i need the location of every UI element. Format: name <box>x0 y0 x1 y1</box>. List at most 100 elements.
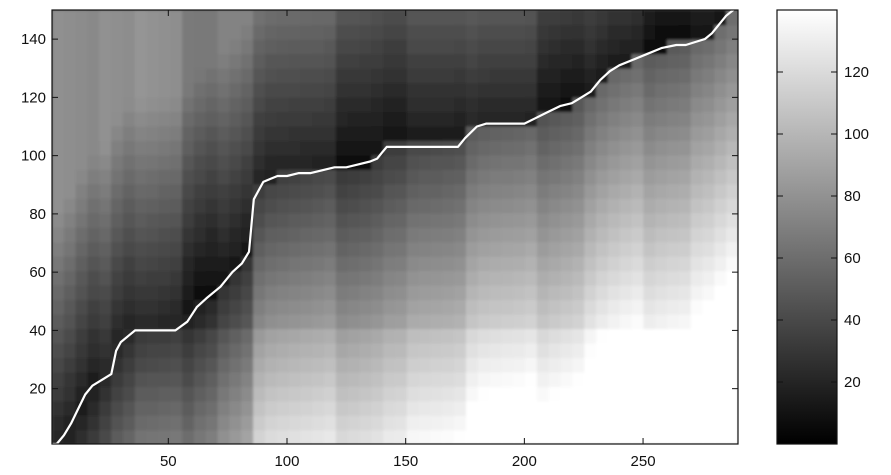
heatmap-cell <box>572 140 586 156</box>
heatmap-cell <box>99 429 112 444</box>
heatmap-cell <box>217 111 231 127</box>
heatmap-cell <box>454 255 467 272</box>
heatmap-cell <box>690 183 704 199</box>
heatmap-cell <box>619 198 633 214</box>
heatmap-cell <box>454 183 467 199</box>
heatmap-cell <box>714 386 727 402</box>
heatmap-cell <box>335 313 349 330</box>
heatmap-cell <box>264 10 278 26</box>
heatmap-cell <box>335 241 349 257</box>
heatmap-cell <box>324 241 337 257</box>
heatmap-cell <box>501 96 515 113</box>
heatmap-cell <box>205 38 219 55</box>
y-tick-label: 60 <box>29 264 46 281</box>
heatmap-cell <box>146 342 160 358</box>
heatmap-cell <box>347 241 361 257</box>
heatmap-cell <box>347 198 361 214</box>
heatmap-cell <box>406 154 420 170</box>
heatmap-cell <box>146 183 160 199</box>
heatmap-cell <box>525 212 538 228</box>
heatmap-cell <box>134 313 148 330</box>
heatmap-cell <box>241 125 254 141</box>
heatmap-cell <box>347 284 361 301</box>
heatmap-cell <box>667 284 680 301</box>
heatmap-cell <box>253 212 266 228</box>
heatmap-cell <box>607 10 621 26</box>
heatmap-cell <box>489 241 503 257</box>
heatmap-cell <box>146 255 160 272</box>
heatmap-cell <box>572 429 586 444</box>
heatmap-cell <box>217 342 231 358</box>
heatmap-cell <box>572 328 586 344</box>
heatmap-cell <box>75 371 89 387</box>
heatmap-cell <box>264 53 278 69</box>
heatmap-cell <box>288 429 302 444</box>
heatmap-cell <box>454 313 467 330</box>
heatmap-cell <box>52 10 65 26</box>
heatmap-cell <box>536 241 550 257</box>
heatmap-cell <box>229 24 243 40</box>
heatmap-cell <box>170 255 183 272</box>
heatmap-cell <box>465 429 479 444</box>
heatmap-cell <box>395 284 408 301</box>
heatmap-cell <box>122 212 136 228</box>
heatmap-cell <box>619 400 633 416</box>
heatmap-cell <box>525 241 538 257</box>
heatmap-cell <box>359 313 373 330</box>
heatmap-cell <box>667 154 680 170</box>
heatmap-cell <box>205 255 219 272</box>
heatmap-cell <box>596 386 609 402</box>
heatmap-cell <box>678 342 692 358</box>
heatmap-cell <box>667 415 680 431</box>
heatmap-cell <box>122 371 136 387</box>
heatmap-cell <box>477 270 491 286</box>
heatmap-cell <box>607 212 621 228</box>
heatmap-cell <box>690 299 704 315</box>
heatmap-cell <box>52 96 65 113</box>
heatmap-cell <box>253 53 266 69</box>
heatmap-cell <box>288 270 302 286</box>
heatmap-cell <box>607 342 621 358</box>
heatmap-cell <box>678 125 692 141</box>
heatmap-cell <box>87 284 101 301</box>
heatmap-cell <box>264 227 278 243</box>
heatmap-cell <box>111 400 124 416</box>
heatmap-cell <box>714 342 727 358</box>
heatmap-cell <box>288 169 302 185</box>
heatmap-cell <box>312 357 325 373</box>
heatmap-cell <box>489 429 503 444</box>
heatmap-cell <box>87 386 101 402</box>
heatmap-cell <box>442 111 455 127</box>
heatmap-cell <box>182 241 195 257</box>
heatmap-cell <box>229 313 243 330</box>
heatmap-cell <box>182 183 195 199</box>
heatmap-cell <box>335 10 349 26</box>
heatmap-cell <box>395 328 408 344</box>
heatmap-cell <box>477 429 491 444</box>
heatmap-cell <box>87 96 101 113</box>
heatmap-cell <box>241 429 254 444</box>
heatmap-cell <box>87 241 101 257</box>
heatmap-cell <box>454 140 467 156</box>
heatmap-cell <box>465 125 479 141</box>
heatmap-cell <box>655 198 668 214</box>
heatmap-cell <box>52 255 65 272</box>
heatmap-cell <box>548 328 562 344</box>
heatmap-cell <box>300 342 314 358</box>
heatmap-cell <box>111 53 124 69</box>
heatmap-cell <box>477 328 491 344</box>
heatmap-cell <box>548 53 562 69</box>
heatmap-cell <box>631 328 645 344</box>
heatmap-cell <box>383 183 396 199</box>
heatmap-cell <box>525 227 538 243</box>
heatmap-cell <box>335 270 349 286</box>
heatmap-cell <box>300 299 314 315</box>
heatmap-cell <box>714 198 727 214</box>
heatmap-cell <box>678 154 692 170</box>
heatmap-cell <box>158 10 172 26</box>
heatmap-cell <box>300 371 314 387</box>
heatmap-cell <box>536 38 550 55</box>
heatmap-cell <box>87 270 101 286</box>
